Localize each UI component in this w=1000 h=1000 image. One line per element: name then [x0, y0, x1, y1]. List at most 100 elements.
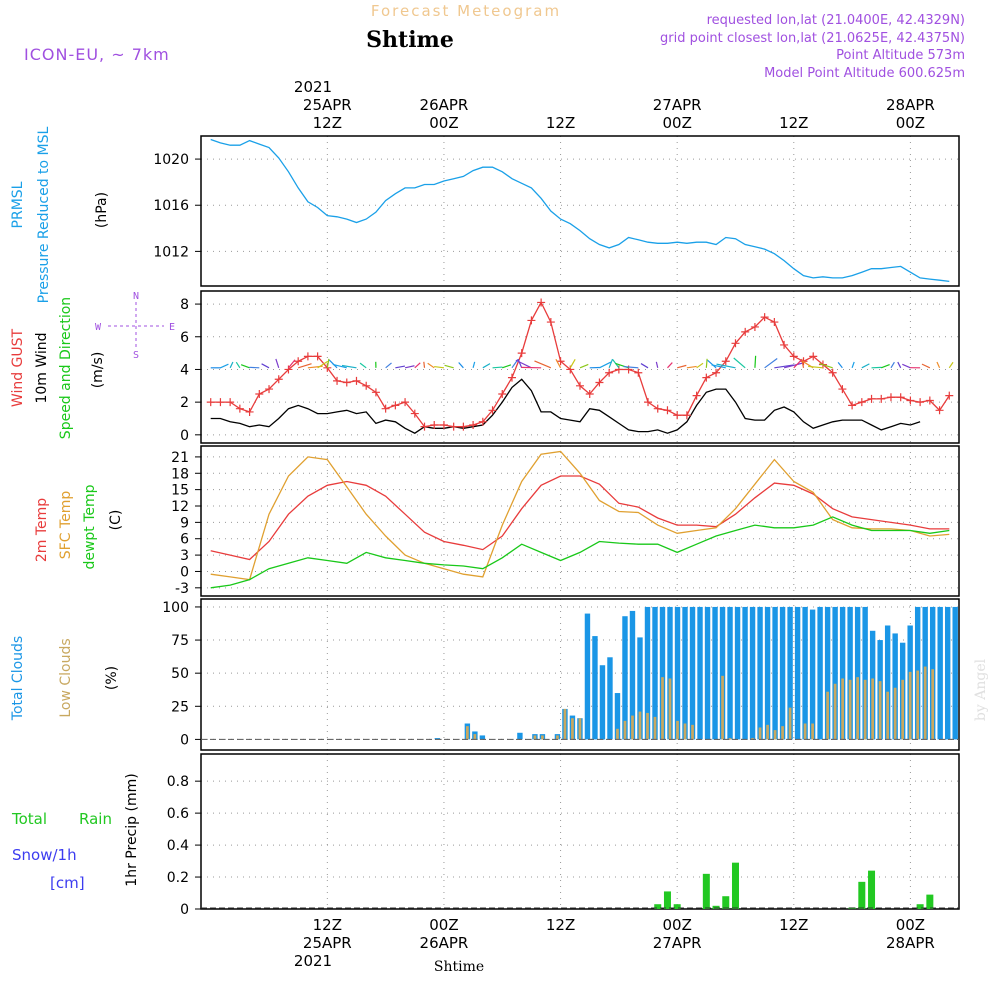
time-top-hour: 12Z: [779, 114, 808, 132]
temp-ytick-label: 9: [180, 515, 189, 531]
time-top-date: 27APR: [653, 96, 702, 114]
gust-marker: [848, 401, 857, 410]
gust-marker: [906, 396, 915, 405]
total-clouds-bar: [719, 606, 726, 740]
total-clouds-bar: [787, 606, 793, 740]
temp-sfc-line: [210, 450, 950, 581]
gust-marker: [362, 381, 371, 390]
wind-arrow: [754, 355, 757, 368]
wind-arrow: [220, 363, 229, 369]
total-clouds-bar: [779, 606, 786, 740]
pressure-label-2: Pressure Reduced to MSL: [36, 126, 52, 303]
watermark: by Angel: [973, 658, 989, 721]
time-bottom-date: 27APR: [653, 934, 702, 952]
low-clouds-bar: [856, 677, 859, 740]
low-clouds-bar: [616, 728, 619, 740]
wind-arrow: [716, 363, 736, 369]
total-clouds-bar: [854, 606, 861, 740]
wind-arrow: [599, 361, 612, 369]
gust-marker: [410, 409, 419, 418]
rain-bar: [702, 873, 710, 909]
total-clouds-bar: [862, 606, 868, 740]
gust-marker: [916, 398, 925, 407]
low-clouds-bar: [803, 723, 807, 740]
wind-arrow: [686, 365, 697, 369]
wind-arrow: [298, 363, 312, 369]
low-clouds-bar: [623, 720, 627, 740]
wind-arrow: [837, 362, 843, 369]
gust-marker: [605, 368, 614, 377]
gust-marker: [391, 401, 400, 410]
total-clouds-bar: [802, 606, 808, 740]
total-clouds-bar: [682, 606, 688, 740]
precip-unit: 1hr Precip (mm): [124, 773, 140, 886]
wind-arrow: [414, 362, 421, 369]
temp-ytick-label: 12: [171, 499, 189, 515]
rain-bar: [916, 904, 924, 909]
precip-cm-label: [cm]: [50, 874, 85, 892]
precip-frame: [200, 753, 960, 910]
gust-marker: [226, 398, 235, 407]
low-clouds-bar: [541, 735, 544, 740]
gust-marker: [255, 389, 264, 398]
wind-arrow: [705, 358, 708, 368]
wind-arrow: [235, 361, 241, 369]
gust-marker: [507, 373, 516, 382]
gust-marker: [857, 398, 866, 407]
pressure-unit: (hPa): [94, 192, 110, 228]
wind-arrow: [890, 361, 895, 369]
low-clouds-bar: [848, 679, 852, 740]
gust-marker: [556, 357, 565, 366]
time-bottom-hour: 00Z: [429, 916, 458, 934]
gust-marker: [634, 368, 643, 377]
gust-marker: [595, 378, 604, 387]
gust-marker: [381, 404, 390, 413]
temp-ytick-label: 3: [180, 548, 189, 564]
total-clouds-bar: [622, 616, 628, 740]
total-clouds-bar: [637, 637, 643, 740]
wind-ytick-label: 0: [180, 428, 189, 444]
gust-marker: [537, 298, 546, 307]
low-clouds-bar: [788, 707, 792, 740]
wind-ytick-label: 6: [180, 330, 189, 346]
wind-dir-label: Speed and Direction: [58, 297, 74, 439]
wind-arrow: [948, 361, 954, 369]
gust-marker: [498, 389, 507, 398]
temp-ytick-label: 6: [180, 532, 189, 548]
wind-arrow: [240, 364, 250, 369]
clouds-ytick-label: 50: [171, 666, 189, 682]
wind-arrow: [444, 364, 454, 369]
total-clouds-bar: [434, 738, 441, 740]
gust-marker: [576, 381, 584, 390]
low-clouds-bar: [811, 723, 814, 740]
time-bottom-hour: 00Z: [896, 916, 925, 934]
wind-arrow: [881, 363, 890, 369]
temp-ytick-label: 15: [171, 483, 189, 499]
compass-rose: N S W E: [95, 291, 175, 361]
total-clouds-bar: [607, 657, 613, 740]
wind-arrow: [897, 361, 902, 369]
time-bottom-hour: 12Z: [779, 916, 808, 934]
wind-arrow: [534, 360, 552, 369]
wind-arrow: [492, 366, 503, 369]
gust-marker: [682, 411, 691, 420]
gust-marker: [469, 421, 478, 430]
time-bottom-hour: 12Z: [546, 916, 575, 934]
gust-marker: [265, 385, 274, 394]
clouds-ytick-label: 25: [171, 699, 189, 715]
total-clouds-bar: [839, 606, 846, 740]
wind-arrow: [317, 360, 329, 369]
low-clouds-bar: [556, 735, 559, 740]
gust-marker: [478, 417, 487, 426]
info-line-3: Point Altitude 573m: [836, 48, 965, 63]
wind-arrow: [801, 358, 805, 368]
low-clouds-bar: [841, 678, 844, 740]
wind-arrow: [808, 365, 824, 369]
gust-marker: [245, 407, 254, 416]
total-clouds-bar: [817, 606, 823, 740]
wind-arrow: [640, 363, 649, 369]
rain-bar: [926, 894, 934, 909]
gust-marker: [439, 421, 448, 430]
low-clouds-bar: [893, 687, 897, 740]
total-clouds-bar: [644, 606, 651, 740]
